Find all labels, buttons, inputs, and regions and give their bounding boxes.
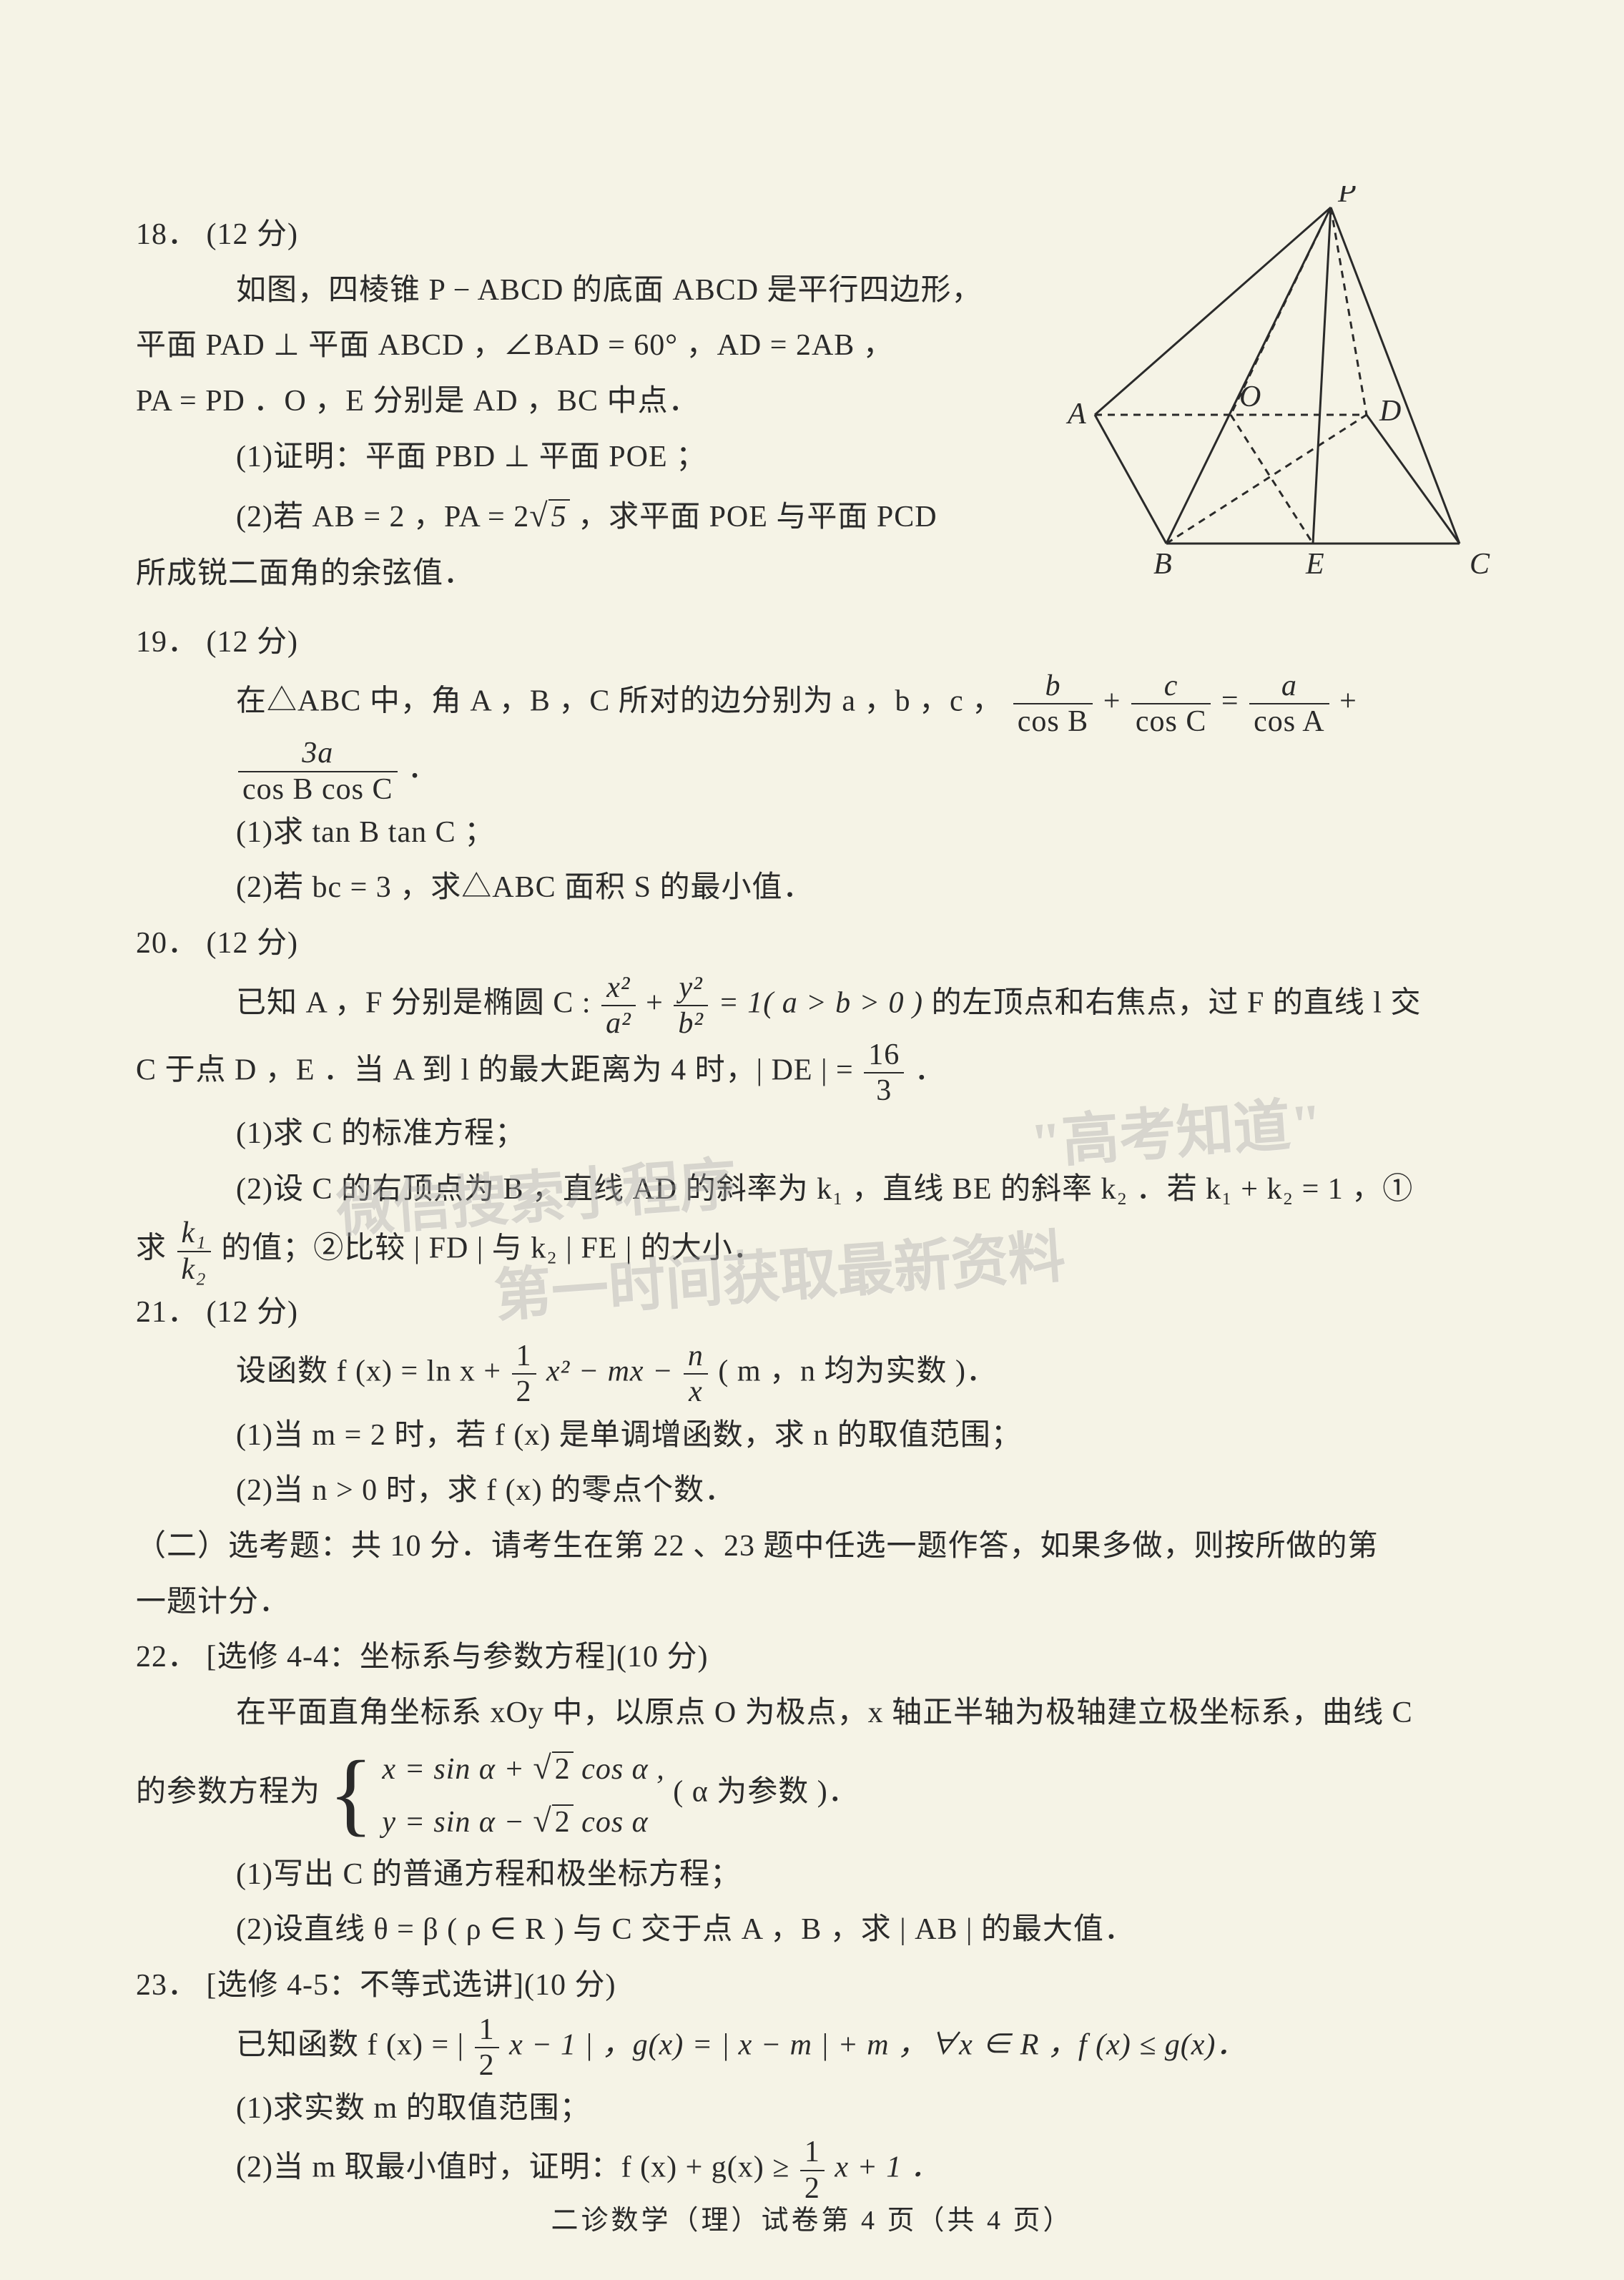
q20-p2: (2)设 C 的右顶点为 B ，直线 AD 的斜率为 k₁ ，直线 BE 的斜率… xyxy=(136,1162,1488,1218)
geometry-diagram: P A D B C O E xyxy=(1059,186,1502,586)
q23-l1: 已知函数 f (x) = | 12 x − 1 | ，g(x) = | x − … xyxy=(136,2014,1488,2081)
q18-num: 18． xyxy=(136,218,198,251)
q19-p1: (1)求 tan B tan C ； xyxy=(136,805,1488,861)
q19-frac2: ccos C xyxy=(1129,670,1214,737)
q19-l1: 在△ABC 中，角 A ，B ，C 所对的边分别为 a ，b ，c ， bcos… xyxy=(136,670,1488,805)
q21-p1: (1)当 m = 2 时，若 f (x) 是单调增函数，求 n 的取值范围； xyxy=(136,1408,1488,1464)
q20-l1: 已知 A ，F 分别是椭圆 C : x²a² + y²b² = 1( a > b… xyxy=(136,972,1488,1039)
q21-half: 12 xyxy=(510,1340,538,1407)
q19-header: 19． (12 分) xyxy=(136,615,1488,671)
q19-p2: (2)若 bc = 3 ，求△ABC 面积 S 的最小值． xyxy=(136,860,1488,916)
q20-l2: C 于点 D ，E ．当 A 到 l 的最大距离为 4 时，| DE | = 1… xyxy=(136,1039,1488,1106)
q23-title: [选修 4-5：不等式选讲](10 分) xyxy=(207,1969,616,2002)
q19-pts: (12 分) xyxy=(207,626,298,659)
svg-text:A: A xyxy=(1066,398,1086,431)
q20-ellipse-x: x²a² xyxy=(599,972,638,1039)
left-brace-icon: { xyxy=(329,1752,374,1836)
q21-p2: (2)当 n > 0 时，求 f (x) 的零点个数． xyxy=(136,1463,1488,1519)
q23-p1: (1)求实数 m 的取值范围； xyxy=(136,2081,1488,2137)
q19-frac4: 3acos B cos C xyxy=(236,737,400,805)
page-content: PADBCOE 18． (12 分) 如图，四棱锥 P − ABCD 的底面 A… xyxy=(136,207,1488,2204)
q20-p1: (1)求 C 的标准方程； xyxy=(136,1106,1488,1162)
q20-pts: (12 分) xyxy=(207,927,298,960)
q22-cases: 的参数方程为 { x = sin α + √2 cos α , y = sin … xyxy=(136,1741,1488,1847)
q19-frac1: bcos B xyxy=(1011,670,1096,737)
q23-p2frac: 12 xyxy=(798,2136,827,2203)
q22-l1: 在平面直角坐标系 xOy 中，以原点 O 为极点，x 轴正半轴为极轴建立极坐标系… xyxy=(136,1686,1488,1741)
q21-nx: nx xyxy=(681,1340,710,1407)
q20-de-frac: 163 xyxy=(862,1039,906,1106)
q21-num: 21． xyxy=(136,1296,198,1329)
svg-text:O: O xyxy=(1239,380,1261,413)
svg-text:P: P xyxy=(1337,186,1357,209)
page-footer: 二诊数学（理）试卷第 4 页（共 4 页） xyxy=(0,2198,1624,2237)
q19-frac3: acos A xyxy=(1247,670,1332,737)
q19-num: 19． xyxy=(136,626,198,659)
q23-fxfrac: 12 xyxy=(473,2014,501,2081)
svg-text:C: C xyxy=(1470,548,1490,581)
q22-title: [选修 4-4：坐标系与参数方程](10 分) xyxy=(207,1641,709,1674)
q22-num: 22． xyxy=(136,1641,198,1674)
q21-l1: 设函数 f (x) = ln x + 12 x² − mx − nx ( m ，… xyxy=(136,1340,1488,1407)
q21-pts: (12 分) xyxy=(207,1296,298,1329)
q21-header: 21． (12 分) xyxy=(136,1285,1488,1341)
optional-head2: 一题计分． xyxy=(136,1575,1488,1631)
q20-k1k2: k₁k₂ xyxy=(175,1217,213,1284)
svg-text:E: E xyxy=(1305,548,1324,581)
optional-head: （二）选考题：共 10 分．请考生在第 22 、23 题中任选一题作答，如果多做… xyxy=(136,1519,1488,1575)
svg-text:B: B xyxy=(1153,548,1172,581)
q20-ellipse-y: y²b² xyxy=(671,972,710,1039)
q20-header: 20． (12 分) xyxy=(136,916,1488,972)
q22-p2: (2)设直线 θ = β ( ρ ∈ R ) 与 C 交于点 A ，B ，求 |… xyxy=(136,1902,1488,1958)
q20-num: 20． xyxy=(136,927,198,960)
q20-p2b: 求 k₁k₂ 的值；②比较 | FD | 与 k₂ | FE | 的大小． xyxy=(136,1217,1488,1284)
q23-num: 23． xyxy=(136,1969,198,2002)
q23-p2: (2)当 m 取最小值时，证明：f (x) + g(x) ≥ 12 x + 1 … xyxy=(136,2136,1488,2203)
q22-header: 22． [选修 4-4：坐标系与参数方程](10 分) xyxy=(136,1630,1488,1686)
q22-p1: (1)写出 C 的普通方程和极坐标方程； xyxy=(136,1847,1488,1903)
q23-header: 23． [选修 4-5：不等式选讲](10 分) xyxy=(136,1958,1488,2014)
q18-pts: (12 分) xyxy=(207,218,298,251)
svg-text:D: D xyxy=(1379,395,1401,428)
